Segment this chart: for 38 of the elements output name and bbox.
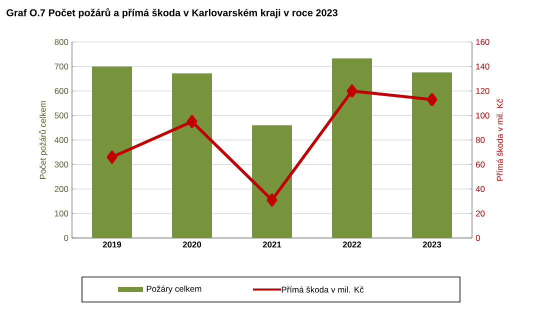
y2-tick-label: 100 xyxy=(476,112,490,118)
point xyxy=(106,150,118,164)
point xyxy=(426,93,438,106)
point xyxy=(346,84,358,98)
y-tick-label: 200 xyxy=(54,186,68,192)
bar xyxy=(412,72,452,238)
y2-tick-label: 80 xyxy=(476,137,485,143)
y-tick-label: 700 xyxy=(54,64,68,70)
point xyxy=(266,194,278,206)
y2-tick-label: 140 xyxy=(476,64,490,70)
y-tick-label: 600 xyxy=(54,88,68,94)
point xyxy=(186,115,198,128)
bar xyxy=(92,66,132,238)
y2-tick-label: 60 xyxy=(476,162,485,168)
y2-tick-label: 120 xyxy=(476,88,490,94)
y-axis-title: Počet požárů celkem xyxy=(38,101,48,179)
y2-tick-label: 40 xyxy=(476,186,485,192)
x-tick-label: 2020 xyxy=(182,242,202,248)
chart-title: Graf O.7 Počet požárů a přímá škoda v Karlovarském kraji v roce 2023 xyxy=(6,8,338,18)
x-tick-label: 2023 xyxy=(422,242,442,248)
bar xyxy=(252,125,292,238)
x-tick-label: 2021 xyxy=(262,242,282,248)
legend-label: Požáry celkem xyxy=(146,286,202,294)
y-tick-label: 0 xyxy=(64,235,68,241)
y2-tick-label: 20 xyxy=(476,210,485,216)
y-tick-label: 300 xyxy=(54,162,68,168)
bar xyxy=(332,58,372,238)
legend-label: Přímá škoda v mil. Kč xyxy=(282,286,364,293)
y2-axis-title: Přímá škoda v mil. Kč xyxy=(496,98,503,181)
y-tick-label: 100 xyxy=(54,210,68,216)
y-tick-label: 800 xyxy=(54,39,68,45)
x-tick-label: 2022 xyxy=(342,242,362,248)
bar xyxy=(172,73,212,238)
y-tick-label: 500 xyxy=(54,112,68,118)
y-tick-label: 400 xyxy=(54,137,68,143)
y2-tick-label: 160 xyxy=(476,39,490,45)
y2-tick-label: 0 xyxy=(476,235,480,241)
x-tick-label: 2019 xyxy=(102,242,122,248)
